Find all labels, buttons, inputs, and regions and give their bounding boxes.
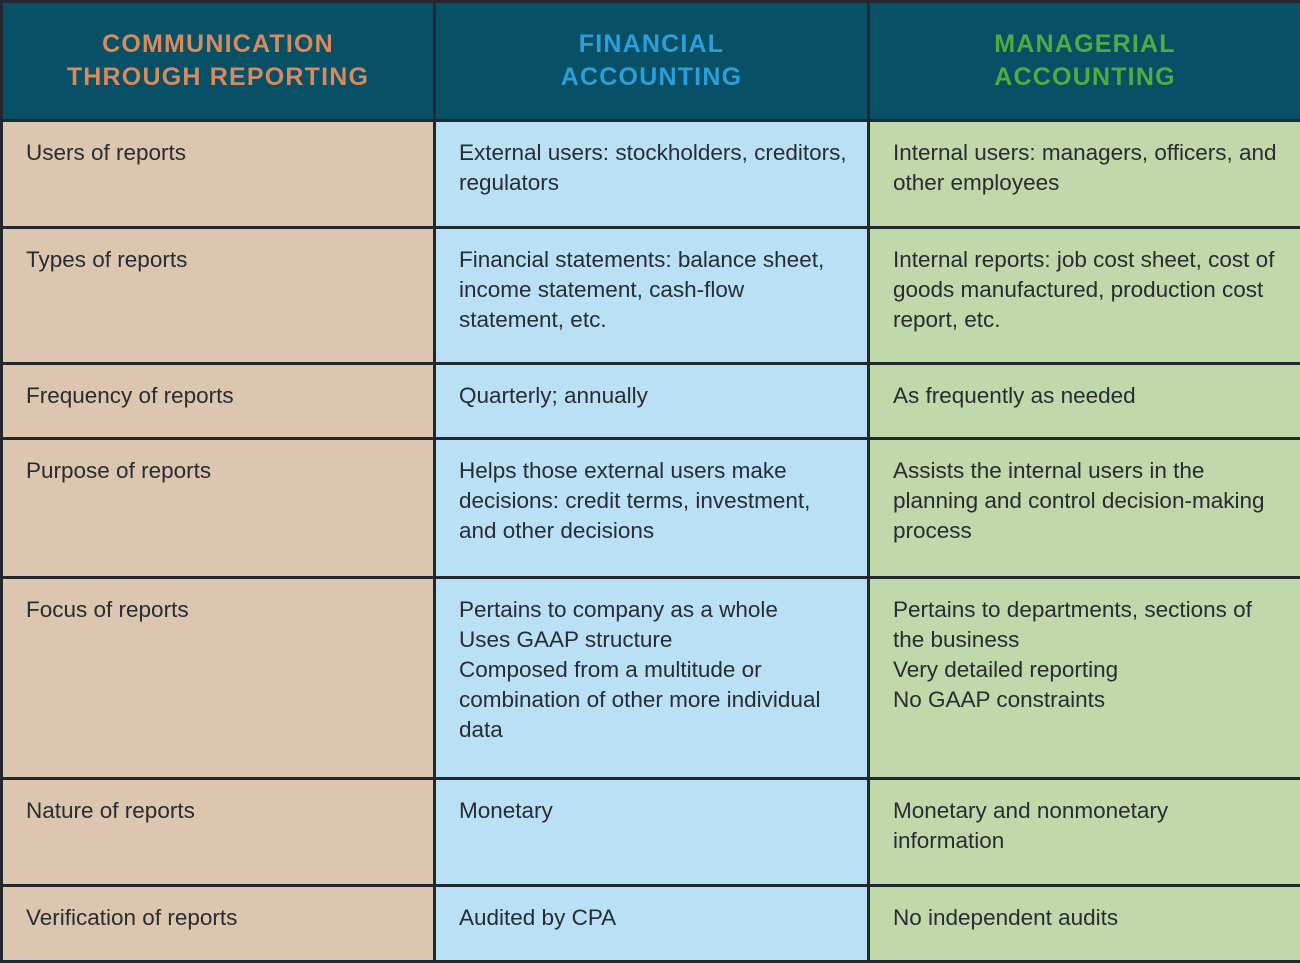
managerial-cell: As frequently as needed: [867, 362, 1300, 441]
row-label: Frequency of reports: [0, 362, 436, 441]
managerial-cell: Monetary and nonmonetary information: [867, 776, 1300, 887]
header-communication-through-reporting: COMMUNICATION THROUGH REPORTING: [0, 0, 436, 122]
row-label: Nature of reports: [0, 776, 436, 887]
managerial-cell: Pertains to departments, sections of the…: [867, 575, 1300, 780]
table-row-focus-of-reports: Focus of reports Pertains to company as …: [0, 575, 1300, 780]
managerial-cell: No independent audits: [867, 883, 1300, 963]
header-financial-accounting: FINANCIAL ACCOUNTING: [433, 0, 870, 122]
financial-cell: External users: stockholders, creditors,…: [433, 118, 870, 230]
financial-cell: Audited by CPA: [433, 883, 870, 963]
table-row-users-of-reports: Users of reports External users: stockho…: [0, 118, 1300, 230]
header-row: COMMUNICATION THROUGH REPORTING FINANCIA…: [0, 0, 1300, 122]
table-row-verification-of-reports: Verification of reports Audited by CPA N…: [0, 883, 1300, 963]
financial-cell: Monetary: [433, 776, 870, 887]
row-label: Types of reports: [0, 226, 436, 366]
managerial-cell: Assists the internal users in the planni…: [867, 437, 1300, 579]
managerial-cell: Internal users: managers, officers, and …: [867, 118, 1300, 230]
managerial-cell: Internal reports: job cost sheet, cost o…: [867, 226, 1300, 366]
financial-cell: Quarterly; annually: [433, 362, 870, 441]
row-label: Purpose of reports: [0, 437, 436, 579]
row-label: Focus of reports: [0, 575, 436, 780]
row-label: Verification of reports: [0, 883, 436, 963]
financial-cell: Pertains to company as a whole Uses GAAP…: [433, 575, 870, 780]
financial-cell: Helps those external users make decision…: [433, 437, 870, 579]
table-row-frequency-of-reports: Frequency of reports Quarterly; annually…: [0, 362, 1300, 441]
table-row-types-of-reports: Types of reports Financial statements: b…: [0, 226, 1300, 366]
row-label: Users of reports: [0, 118, 436, 230]
financial-cell: Financial statements: balance sheet, inc…: [433, 226, 870, 366]
header-managerial-accounting: MANAGERIAL ACCOUNTING: [867, 0, 1300, 122]
table-row-nature-of-reports: Nature of reports Monetary Monetary and …: [0, 776, 1300, 887]
table-row-purpose-of-reports: Purpose of reports Helps those external …: [0, 437, 1300, 579]
